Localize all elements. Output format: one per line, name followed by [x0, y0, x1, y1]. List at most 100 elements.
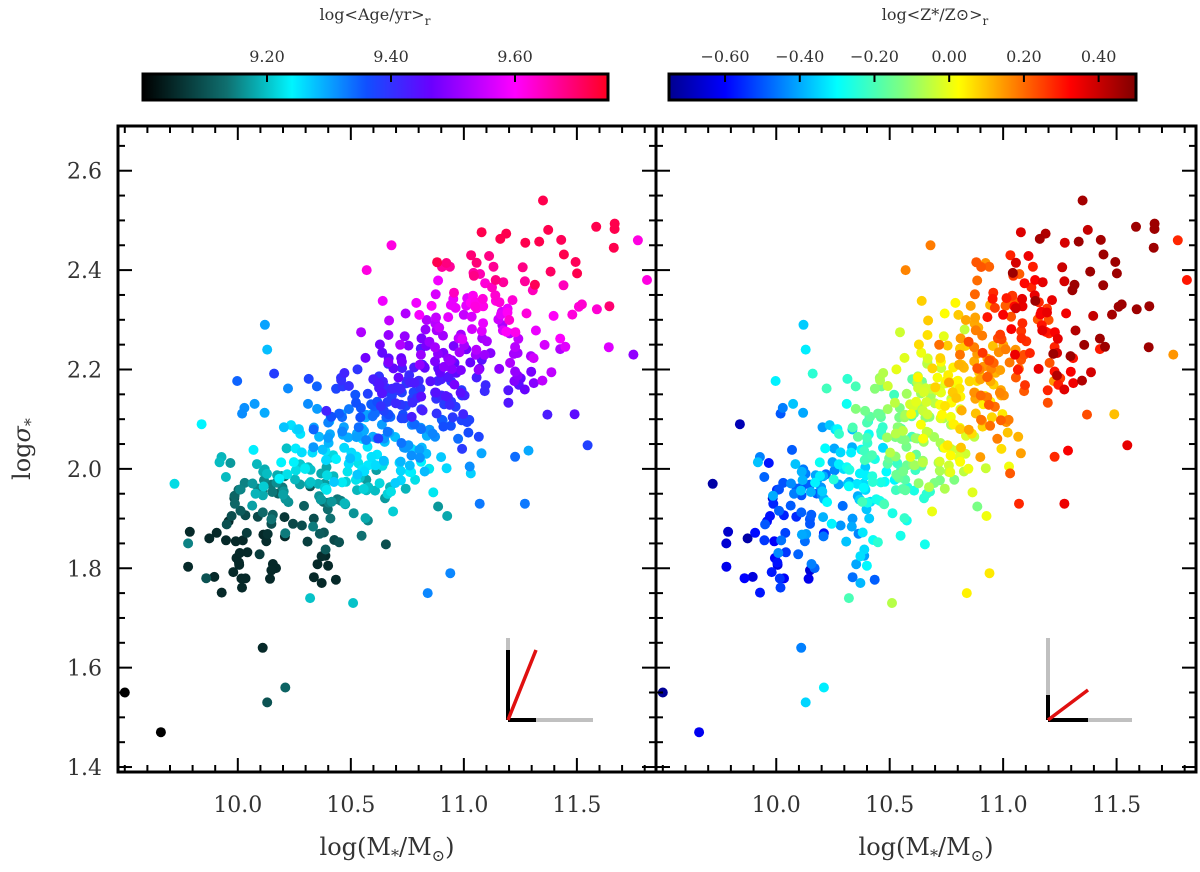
scatter-point-age	[339, 498, 350, 509]
scatter-point-metallicity	[807, 368, 818, 379]
scatter-point-age	[521, 308, 532, 319]
scatter-point-age	[409, 377, 420, 388]
scatter-point-metallicity	[934, 456, 945, 467]
scatter-point-age	[386, 486, 396, 497]
scatter-point-metallicity	[1006, 311, 1017, 322]
scatter-point-metallicity	[887, 508, 898, 519]
scatter-point-metallicity	[818, 512, 829, 523]
scatter-point-metallicity	[955, 349, 965, 360]
scatter-point-age	[519, 276, 530, 287]
scatter-point-metallicity	[1015, 448, 1026, 459]
scatter-point-metallicity	[975, 390, 986, 401]
scatter-point-metallicity	[975, 452, 986, 463]
scatter-point-age	[350, 389, 361, 400]
x-tick-label: 10.5	[865, 793, 914, 818]
scatter-point-metallicity	[1017, 318, 1028, 329]
scatter-point-metallicity	[867, 477, 878, 487]
scatter-point-age	[339, 442, 350, 453]
scatter-point-age	[457, 443, 468, 454]
scatter-point-metallicity	[986, 412, 997, 423]
scatter-point-age	[302, 536, 313, 547]
scatter-point-age	[300, 464, 311, 474]
scatter-point-age	[169, 478, 180, 489]
scatter-point-age	[370, 408, 380, 419]
scatter-point-metallicity	[922, 353, 933, 364]
inset-vectors-age	[506, 638, 593, 722]
scatter-point-age	[361, 265, 372, 276]
scatter-point-metallicity	[786, 478, 796, 489]
scatter-point-age	[490, 275, 501, 285]
scatter-point-age	[523, 445, 534, 456]
colorbar-tick-label: −0.20	[850, 47, 899, 66]
scatter-point-age	[411, 297, 422, 308]
scatter-point-age	[567, 309, 578, 320]
scatter-point-metallicity	[1095, 234, 1106, 245]
scatter-point-metallicity	[995, 415, 1006, 426]
scatter-point-metallicity	[1044, 357, 1055, 368]
scatter-point-age	[383, 330, 394, 340]
scatter-point-metallicity	[1006, 324, 1017, 335]
scatter-point-metallicity	[959, 324, 970, 335]
scatter-point-metallicity	[759, 472, 770, 482]
colorbar-tick-label: 0.40	[1081, 47, 1117, 66]
scatter-point-age	[453, 433, 464, 444]
scatter-point-metallicity	[960, 315, 971, 325]
colorbar-metallicity: log<Z*/Z⊙>r −0.60 −0.40 −0.20 0.00 0.20 0.40	[667, 5, 1138, 102]
scatter-point-age	[528, 378, 539, 389]
scatter-point-age	[539, 339, 550, 350]
scatter-point-age	[447, 412, 458, 423]
scatter-point-metallicity	[924, 482, 934, 493]
scatter-point-metallicity	[835, 447, 846, 458]
scatter-point-age	[543, 224, 554, 235]
colorbar-age-tick-labels: 9.20 9.40 9.60	[249, 47, 533, 66]
scatter-point-age	[416, 333, 427, 344]
scatter-point-age	[504, 315, 515, 325]
scatter-point-age	[390, 398, 401, 409]
scatter-point-age	[410, 474, 421, 485]
scatter-point-metallicity	[847, 572, 858, 583]
scatter-point-age	[407, 397, 418, 408]
scatter-point-age	[228, 567, 239, 578]
scatter-point-metallicity	[934, 339, 945, 350]
scatter-point-metallicity	[905, 451, 916, 462]
scatter-point-metallicity	[788, 398, 799, 409]
scatter-point-age	[545, 266, 556, 277]
scatter-point-metallicity	[778, 477, 789, 488]
x-tick-label: 11.5	[1092, 793, 1141, 818]
scatter-point-metallicity	[796, 507, 807, 518]
scatter-point-metallicity	[723, 526, 734, 537]
scatter-point-age	[603, 342, 614, 353]
scatter-point-age	[395, 456, 406, 467]
scatter-point-metallicity	[1000, 300, 1011, 311]
scatter-point-age	[370, 460, 381, 471]
scatter-point-age	[290, 474, 300, 485]
scatter-point-age	[247, 478, 258, 489]
plot-frame-left	[116, 124, 658, 774]
scatter-point-age	[548, 310, 559, 321]
scatter-point-metallicity	[913, 339, 924, 350]
scatter-point-age	[572, 268, 583, 279]
y-tick-label: 2.4	[67, 259, 102, 284]
scatter-point-age	[242, 547, 253, 558]
scatter-point-metallicity	[798, 319, 809, 330]
scatter-point-age	[463, 427, 474, 438]
scatter-point-metallicity	[793, 549, 804, 560]
scatter-point-metallicity	[1016, 326, 1027, 336]
scatter-point-age	[308, 442, 319, 453]
scatter-point-metallicity	[846, 447, 857, 458]
scatter-point-age	[546, 367, 557, 378]
scatter-point-age	[396, 356, 407, 367]
scatter-point-age	[502, 307, 513, 318]
scatter-point-metallicity	[987, 341, 998, 351]
scatter-point-metallicity	[944, 377, 954, 388]
scatter-point-metallicity	[943, 370, 954, 381]
scatter-point-age	[445, 420, 456, 431]
scatter-point-metallicity	[854, 468, 865, 479]
scatter-point-metallicity	[858, 482, 869, 493]
scatter-point-age	[510, 342, 521, 352]
scatter-point-age	[484, 251, 495, 261]
scatter-point-metallicity	[787, 444, 797, 455]
scatter-point-age	[517, 262, 528, 273]
scatter-point-metallicity	[1052, 333, 1063, 344]
